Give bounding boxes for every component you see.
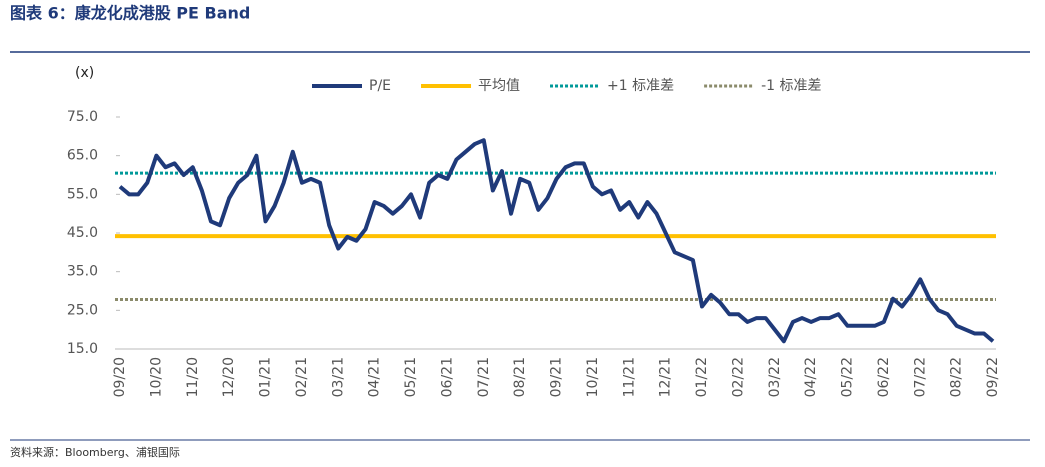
x-tick-label: 10/21 [585, 357, 601, 397]
x-tick-label: 12/20 [221, 357, 237, 397]
x-tick-label: 04/21 [367, 357, 383, 397]
x-tick-label: 09/22 [985, 357, 1001, 397]
x-tick-label: 09/21 [549, 357, 565, 397]
x-tick-label: 11/20 [185, 357, 201, 397]
pe-line [118, 138, 995, 344]
x-tick-label: 12/21 [658, 357, 674, 397]
x-tick-label: 11/21 [621, 357, 637, 397]
y-tick-label: 45.0 [67, 225, 98, 241]
x-tick-label: 06/21 [439, 357, 455, 397]
source-note: 资料来源：Bloomberg、浦银国际 [10, 445, 180, 459]
x-tick-label: 04/22 [803, 357, 819, 397]
x-tick-label: 10/20 [148, 357, 164, 397]
legend-label: P/E [369, 78, 391, 94]
x-tick-label: 02/21 [294, 357, 310, 397]
y-tick-label: 15.0 [67, 341, 98, 357]
y-tick-label: 35.0 [67, 264, 98, 280]
x-tick-label: 01/22 [694, 357, 710, 397]
legend-label: -1 标准差 [761, 78, 821, 94]
y-axis-label: (x) [75, 65, 94, 81]
x-tick-label: 07/22 [912, 357, 928, 397]
x-tick-label: 03/21 [330, 357, 346, 397]
y-tick-label: 65.0 [67, 148, 98, 164]
y-tick-label: 55.0 [67, 186, 98, 202]
legend-label: 平均值 [478, 78, 520, 94]
y-tick-label: 25.0 [67, 302, 98, 318]
x-tick-label: 03/22 [767, 357, 783, 397]
x-tick-label: 09/20 [112, 357, 128, 397]
y-tick-label: 75.0 [67, 109, 98, 125]
page-title: 图表 6：康龙化成港股 PE Band [10, 4, 250, 23]
x-tick-label: 08/21 [512, 357, 528, 397]
x-tick-label: 05/21 [403, 357, 419, 397]
x-tick-label: 07/21 [476, 357, 492, 397]
x-tick-label: 05/22 [840, 357, 856, 397]
x-tick-label: 06/22 [876, 357, 892, 397]
x-tick-label: 08/22 [949, 357, 965, 397]
x-tick-label: 01/21 [258, 357, 274, 397]
x-tick-label: 02/22 [730, 357, 746, 397]
legend-label: +1 标准差 [607, 78, 674, 94]
